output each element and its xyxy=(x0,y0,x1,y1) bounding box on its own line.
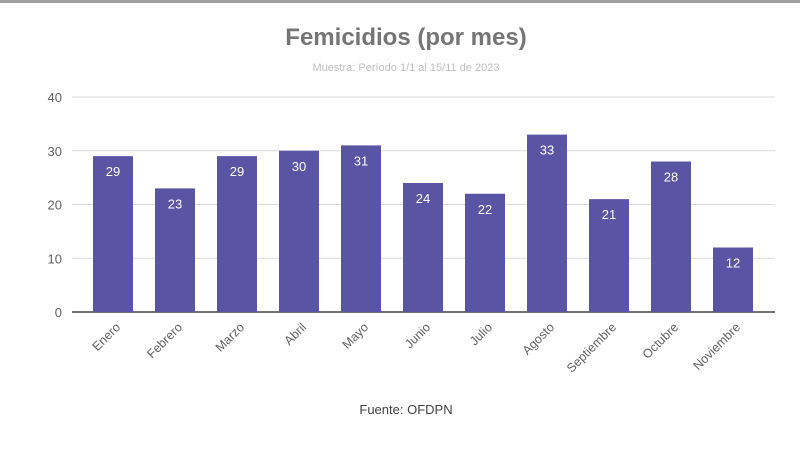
bar-mayo xyxy=(341,145,381,312)
y-tick-label: 20 xyxy=(48,198,62,213)
data-label: 21 xyxy=(602,207,616,222)
bar-septiembre xyxy=(589,199,629,312)
y-tick-label: 10 xyxy=(48,251,62,266)
y-tick-label: 0 xyxy=(55,305,62,320)
data-label: 22 xyxy=(478,202,492,217)
data-label: 24 xyxy=(416,191,430,206)
data-label: 33 xyxy=(540,143,554,158)
x-tick-label: Marzo xyxy=(213,320,247,354)
bar-marzo xyxy=(217,156,257,312)
x-tick-label: Junio xyxy=(402,320,433,351)
data-label: 30 xyxy=(292,159,306,174)
bar-agosto xyxy=(527,134,567,312)
data-label: 28 xyxy=(664,170,678,185)
top-border xyxy=(0,0,800,3)
data-label: 29 xyxy=(106,164,120,179)
data-label: 12 xyxy=(726,256,740,271)
x-tick-label: Abril xyxy=(282,320,310,348)
bar-febrero xyxy=(155,188,195,312)
x-tick-label: Octubre xyxy=(640,320,681,361)
chart-title: Femicidios (por mes) xyxy=(285,24,526,51)
data-label: 31 xyxy=(354,153,368,168)
chart-subtitle: Muestra: Período 1/1 al 15/11 de 2023 xyxy=(313,62,500,74)
bar-octubre xyxy=(651,161,691,312)
bar-noviembre xyxy=(713,247,753,312)
bar-abril xyxy=(279,150,319,312)
x-tick-label: Septiembre xyxy=(564,320,619,375)
bar-julio xyxy=(465,193,505,312)
data-label: 23 xyxy=(168,196,182,211)
y-tick-label: 30 xyxy=(48,144,62,159)
x-tick-label: Enero xyxy=(90,320,124,354)
x-tick-label: Noviembre xyxy=(690,320,743,373)
y-tick-label: 40 xyxy=(48,90,62,105)
x-tick-label: Febrero xyxy=(144,320,185,361)
data-label: 29 xyxy=(230,164,244,179)
x-tick-label: Mayo xyxy=(340,320,372,352)
bar-enero xyxy=(93,156,133,312)
x-tick-label: Julio xyxy=(467,320,495,348)
bar-junio xyxy=(403,183,443,312)
x-tick-label: Agosto xyxy=(520,320,557,357)
chart-source: Fuente: OFDPN xyxy=(359,402,452,417)
